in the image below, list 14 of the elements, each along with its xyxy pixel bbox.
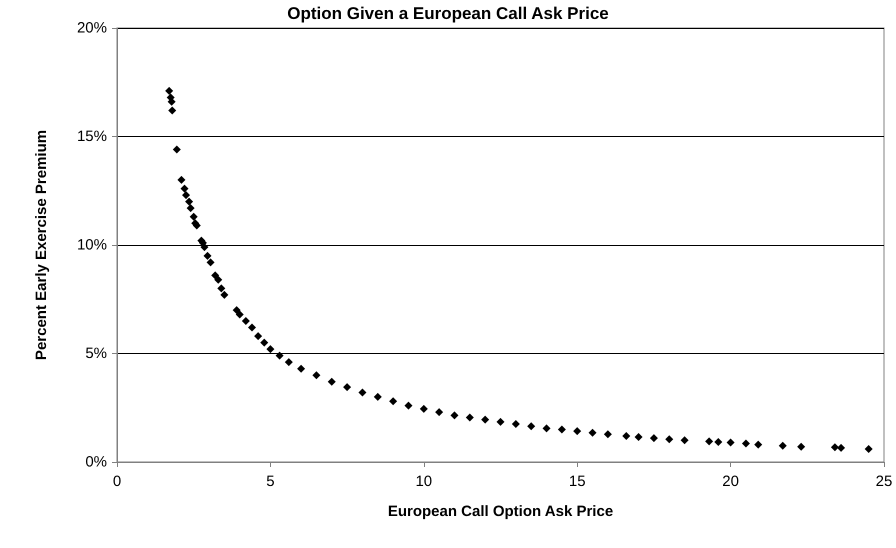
chart-title: Option Given a European Call Ask Price — [287, 4, 609, 23]
x-tick-label: 25 — [876, 473, 892, 490]
y-tick-label: 5% — [85, 345, 107, 362]
x-tick-label: 10 — [415, 473, 432, 490]
y-tick-label: 0% — [85, 454, 107, 470]
x-tick-label: 20 — [722, 473, 739, 490]
y-tick-label: 15% — [76, 128, 107, 145]
x-tick-label: 5 — [266, 473, 275, 490]
y-axis-title: Percent Early Exercise Premium — [33, 130, 50, 360]
x-tick-label: 15 — [568, 473, 586, 490]
y-tick-label: 10% — [76, 236, 107, 254]
x-axis-title: European Call Option Ask Price — [388, 503, 614, 520]
y-tick-label: 20% — [76, 20, 107, 36]
x-tick-label: 0 — [112, 473, 122, 490]
